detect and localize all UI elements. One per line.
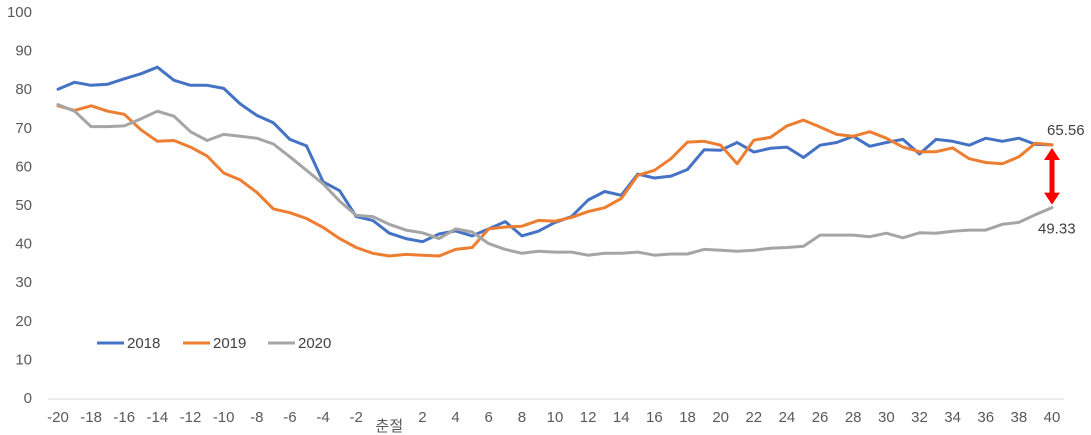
x-tick-label: -4: [316, 409, 329, 426]
x-tick-label: 6: [485, 409, 493, 426]
x-tick-label: -6: [283, 409, 296, 426]
x-tick-label: 18: [679, 409, 696, 426]
y-tick-label: 0: [24, 390, 32, 407]
x-tick-label: 34: [944, 409, 961, 426]
x-tick-label: 30: [878, 409, 895, 426]
x-tick-label: -14: [147, 409, 169, 426]
x-tick-label: -8: [250, 409, 263, 426]
arrow-up-icon: [1044, 147, 1060, 160]
y-tick-label: 10: [15, 351, 32, 368]
x-tick-label: 32: [911, 409, 928, 426]
x-tick-label: 26: [812, 409, 829, 426]
y-tick-label: 90: [15, 43, 32, 60]
x-tick-label: 12: [580, 409, 597, 426]
series-lines: [56, 65, 1054, 258]
y-axis-tick-labels: 0 10 20 30 40 50 60 70 80 90 100: [7, 4, 32, 407]
y-tick-label: 30: [15, 274, 32, 291]
x-tick-label: 20: [712, 409, 729, 426]
y-tick-label: 60: [15, 158, 32, 175]
arrow-down-icon: [1044, 192, 1060, 205]
x-tick-label: 8: [518, 409, 526, 426]
x-tick-label: -16: [113, 409, 135, 426]
x-tick-label: 28: [845, 409, 862, 426]
x-tick-label: 10: [547, 409, 564, 426]
legend: 2018 2019 2020: [97, 335, 331, 352]
x-tick-label: -18: [80, 409, 102, 426]
x-tick-label: 춘절: [376, 418, 404, 435]
y-tick-label: 100: [7, 4, 32, 21]
x-tick-label: -2: [350, 409, 363, 426]
legend-label-2020: 2020: [298, 335, 331, 352]
y-tick-label: 70: [15, 120, 32, 137]
x-tick-label: 38: [1011, 409, 1028, 426]
x-tick-label: 40: [1044, 409, 1061, 426]
x-tick-label: 4: [451, 409, 459, 426]
legend-label-2018: 2018: [127, 335, 160, 352]
x-tick-label: -10: [213, 409, 235, 426]
x-tick-label: 36: [977, 409, 994, 426]
x-tick-label: 22: [745, 409, 762, 426]
annotation-top-value: 65.56: [1047, 122, 1085, 139]
legend-label-2019: 2019: [213, 335, 246, 352]
x-tick-label: -12: [180, 409, 202, 426]
series-line-2020: [56, 103, 1054, 257]
y-tick-label: 40: [15, 236, 32, 253]
y-tick-label: 20: [15, 313, 32, 330]
x-tick-label: -20: [47, 409, 69, 426]
x-tick-label: 24: [779, 409, 796, 426]
annotation-bottom-value: 49.33: [1038, 221, 1076, 238]
x-tick-label: 14: [613, 409, 630, 426]
series-line-2019: [56, 104, 1054, 258]
gap-annotation: 65.56 49.33: [1038, 122, 1085, 238]
x-tick-label: 16: [646, 409, 663, 426]
y-tick-label: 50: [15, 197, 32, 214]
x-tick-label: 2: [418, 409, 426, 426]
y-tick-label: 80: [15, 81, 32, 98]
